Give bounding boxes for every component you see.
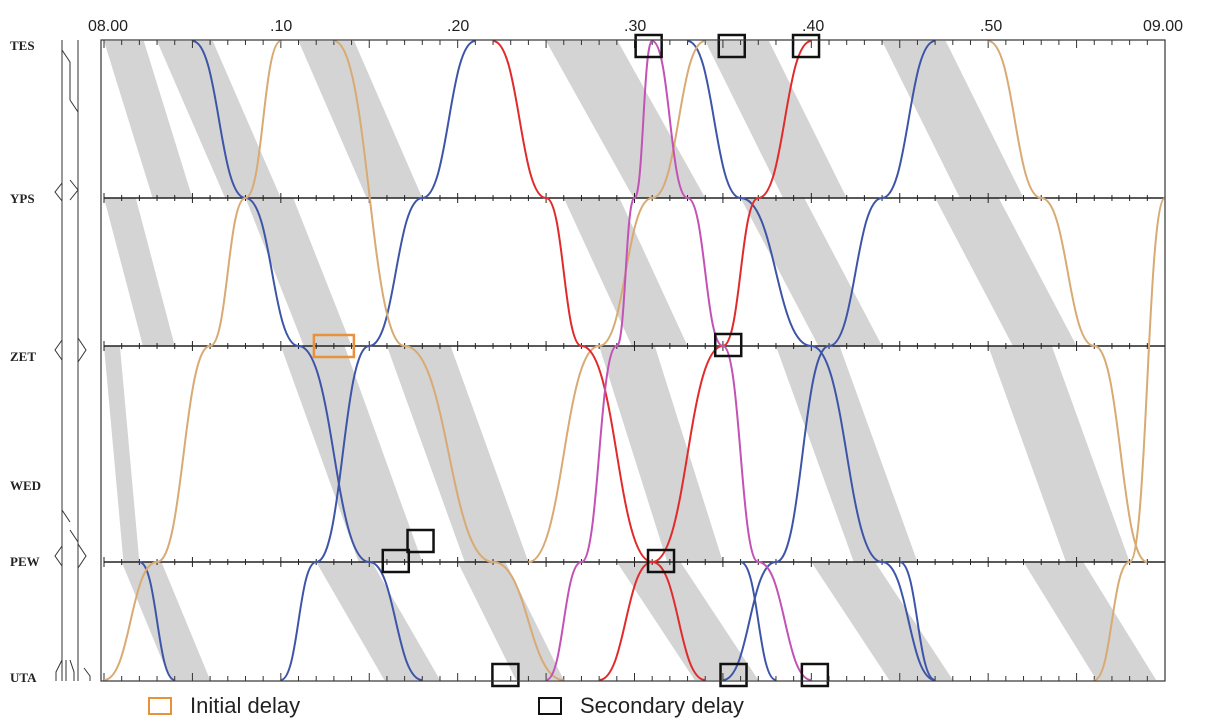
blocking-bands	[104, 41, 1157, 680]
time-label-50: .50	[980, 18, 1002, 35]
secondary-delay-marker	[791, 33, 821, 59]
time-label-0900: 09.00	[1143, 18, 1183, 35]
train-path-blue	[687, 40, 936, 681]
blocking-band	[1023, 562, 1157, 680]
blocking-band	[280, 346, 423, 562]
time-label-40: .40	[802, 18, 824, 35]
delay-markers	[312, 33, 830, 688]
station-label-tes: TES	[10, 38, 35, 53]
secondary-delay-marker	[717, 33, 747, 59]
blocking-band	[457, 562, 564, 680]
blocking-band	[546, 41, 706, 198]
blocking-band	[882, 41, 1024, 198]
train-path-tan	[333, 40, 564, 681]
train-path-magenta	[651, 40, 812, 681]
blocking-band	[988, 346, 1130, 562]
secondary-delay-marker	[634, 33, 663, 59]
secondary-delay-marker	[406, 528, 435, 554]
station-label-zet: ZET	[10, 349, 36, 364]
time-label-10: .10	[270, 18, 292, 35]
train-path-blue	[280, 40, 476, 681]
secondary-delay-marker	[491, 662, 520, 688]
legend-initial: Initial delay	[148, 688, 300, 724]
train-path-blue	[899, 561, 936, 681]
blocking-band	[104, 198, 175, 346]
train-path-red	[492, 40, 706, 681]
initial-delay-marker	[312, 333, 356, 359]
plot-frame	[100, 39, 1166, 682]
secondary-delay-marker	[646, 548, 676, 574]
train-path-blue	[138, 561, 176, 681]
legend-initial-swatch	[148, 697, 172, 715]
legend-secondary-swatch	[538, 697, 562, 715]
train-path-blue	[192, 40, 423, 681]
station-label-uta: UTA	[10, 670, 37, 685]
legend-secondary: Secondary delay	[538, 688, 744, 724]
blocking-band	[104, 41, 193, 198]
train-path-blue	[722, 40, 936, 681]
secondary-delay-marker	[713, 332, 743, 358]
train-path-blue	[740, 561, 777, 681]
train-path-tan	[1093, 197, 1166, 681]
blocking-band	[386, 346, 529, 562]
blocking-band	[935, 198, 1077, 346]
train-path-tan	[987, 40, 1148, 563]
time-label-0800: 08.00	[88, 18, 128, 35]
secondary-delay-marker	[800, 662, 830, 688]
secondary-delay-marker	[719, 662, 748, 688]
station-label-pew: PEW	[10, 554, 40, 569]
station-label-wed: WED	[10, 478, 41, 493]
train-path-magenta	[545, 40, 654, 681]
secondary-delay-marker	[381, 548, 411, 574]
blocking-band	[245, 198, 352, 346]
legend-initial-label: Initial delay	[190, 693, 301, 718]
track-schematic	[54, 40, 91, 681]
station-label-yps: YPS	[10, 191, 35, 206]
blocking-band	[316, 562, 440, 680]
time-label-30: .30	[624, 18, 646, 35]
blocking-band	[599, 346, 723, 562]
train-paths	[103, 40, 1166, 681]
blocking-band	[616, 562, 759, 680]
train-path-tan	[103, 40, 282, 681]
blocking-band	[811, 562, 953, 680]
blocking-band	[740, 198, 883, 346]
blocking-band	[705, 41, 847, 198]
legend-secondary-label: Secondary delay	[580, 693, 744, 718]
blocking-band	[121, 562, 211, 680]
train-path-tan	[528, 40, 706, 563]
blocking-band	[104, 346, 140, 562]
time-label-20: .20	[447, 18, 469, 35]
